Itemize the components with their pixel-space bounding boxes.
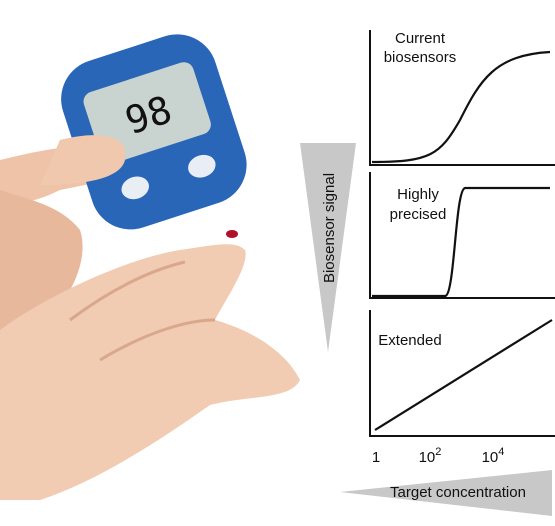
tick-base: 10: [419, 449, 436, 466]
x-tick-label: 104: [482, 446, 505, 466]
photo: 98: [0, 24, 300, 500]
tick-exponent: 4: [498, 446, 504, 458]
panel-label: Extended: [378, 332, 441, 349]
panel-label: Highly: [397, 186, 439, 203]
panel-label: precised: [390, 206, 447, 223]
panel-label: Current: [395, 30, 446, 47]
step-curve: [372, 188, 550, 296]
glucose-meter: 98: [51, 24, 257, 240]
panel-label: biosensors: [384, 49, 457, 66]
tick-base: 10: [482, 449, 499, 466]
x-tick-label: 102: [419, 446, 442, 466]
y-axis-label: Biosensor signal: [321, 173, 338, 283]
tick-exponent: 2: [435, 446, 441, 458]
blood-drop: [226, 230, 238, 238]
figure: 98 Biosensor signal Current biosensors H…: [0, 0, 555, 526]
sigmoid-curve: [372, 52, 550, 162]
x-axis-label: Target concentration: [390, 484, 526, 501]
x-tick-label: 1: [372, 449, 380, 466]
